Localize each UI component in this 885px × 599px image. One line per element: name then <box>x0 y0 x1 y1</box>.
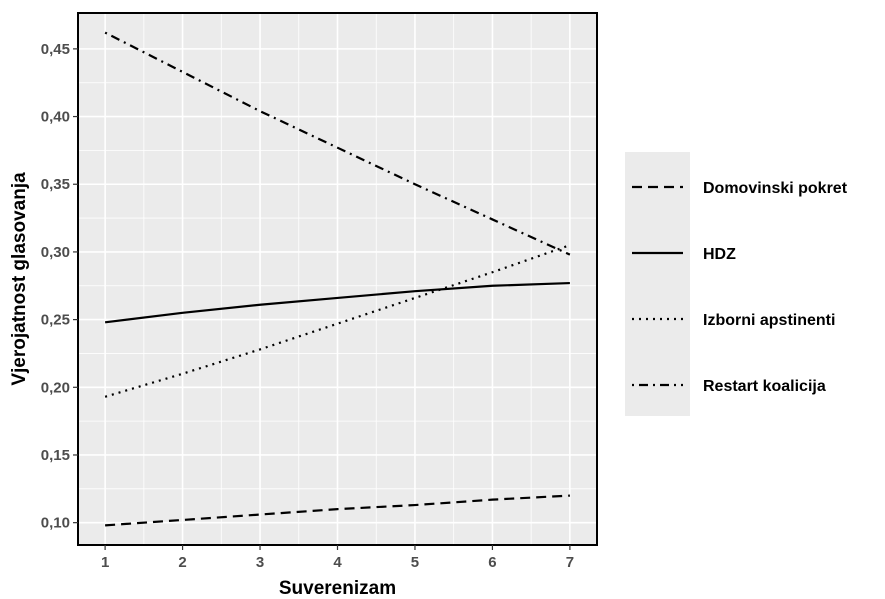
series-layer <box>104 31 571 527</box>
legend-key-background <box>625 152 690 416</box>
legend-label: HDZ <box>703 246 736 263</box>
major-gridlines <box>78 13 597 545</box>
series-line-restart-koalicija <box>104 31 571 256</box>
series-line-hdz <box>104 281 570 324</box>
x-tick-label: 6 <box>488 554 496 571</box>
x-tick-label: 4 <box>333 554 342 571</box>
series-line-izborni-apstinenti <box>104 244 571 398</box>
x-tick-label: 3 <box>256 554 264 571</box>
y-tick-label: 0,10 <box>41 515 70 532</box>
legend-label: Domovinski pokret <box>703 180 848 197</box>
y-tick-label: 0,45 <box>41 41 70 58</box>
x-axis: 1 2 3 4 5 6 7 <box>101 545 574 571</box>
y-tick-label: 0,40 <box>41 109 70 126</box>
y-axis: 0,10 0,15 0,20 0,25 0,30 0,35 0,40 0,45 <box>41 41 78 532</box>
x-tick-label: 2 <box>178 554 186 571</box>
y-axis-title: Vjerojatnost glasovanja <box>9 172 30 386</box>
x-tick-label: 7 <box>566 554 574 571</box>
y-tick-label: 0,30 <box>41 244 70 261</box>
series-line-domovinski-pokret <box>105 494 570 527</box>
y-tick-label: 0,15 <box>41 447 70 464</box>
x-tick-label: 5 <box>411 554 419 571</box>
y-tick-label: 0,35 <box>41 176 70 193</box>
x-tick-label: 1 <box>101 554 109 571</box>
y-tick-label: 0,20 <box>41 379 70 396</box>
y-tick-label: 0,25 <box>41 312 70 329</box>
legend: Domovinski pokret HDZ Izborni apstinenti Re… <box>625 152 848 416</box>
legend-label: Izborni apstinenti <box>703 312 835 329</box>
x-axis-title: Suverenizam <box>279 578 396 599</box>
legend-label: Restart koalicija <box>703 378 826 395</box>
